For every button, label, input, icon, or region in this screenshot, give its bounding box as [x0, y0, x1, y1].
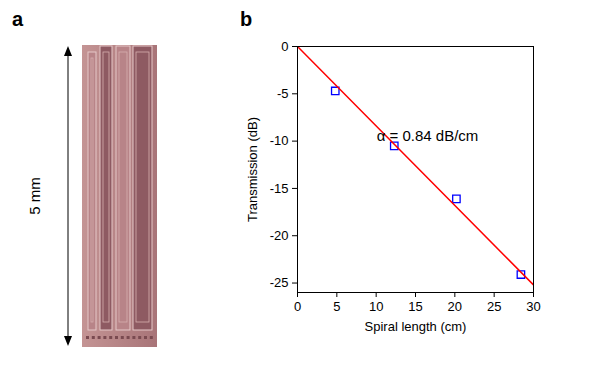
svg-text:5 mm: 5 mm: [26, 177, 43, 215]
svg-text:-5: -5: [277, 86, 289, 101]
html-text:b: b: [240, 8, 253, 30]
svg-text:-20: -20: [270, 228, 289, 243]
svg-text:-10: -10: [270, 133, 289, 148]
svg-text:α = 0.84 dB/cm: α = 0.84 dB/cm: [377, 127, 479, 144]
svg-text:20: 20: [448, 299, 462, 314]
svg-text:5: 5: [333, 299, 340, 314]
svg-text:30: 30: [526, 299, 540, 314]
svg-text:10: 10: [369, 299, 383, 314]
svg-text:15: 15: [408, 299, 422, 314]
svg-text:-25: -25: [270, 275, 289, 290]
svg-text:Spiral length (cm): Spiral length (cm): [365, 319, 467, 334]
svg-text:0: 0: [281, 39, 288, 54]
html-text:a: a: [12, 8, 24, 30]
svg-text:Transmission (dB): Transmission (dB): [245, 117, 260, 222]
svg-text:-15: -15: [270, 181, 289, 196]
svg-text:25: 25: [487, 299, 501, 314]
svg-text:0: 0: [294, 299, 301, 314]
